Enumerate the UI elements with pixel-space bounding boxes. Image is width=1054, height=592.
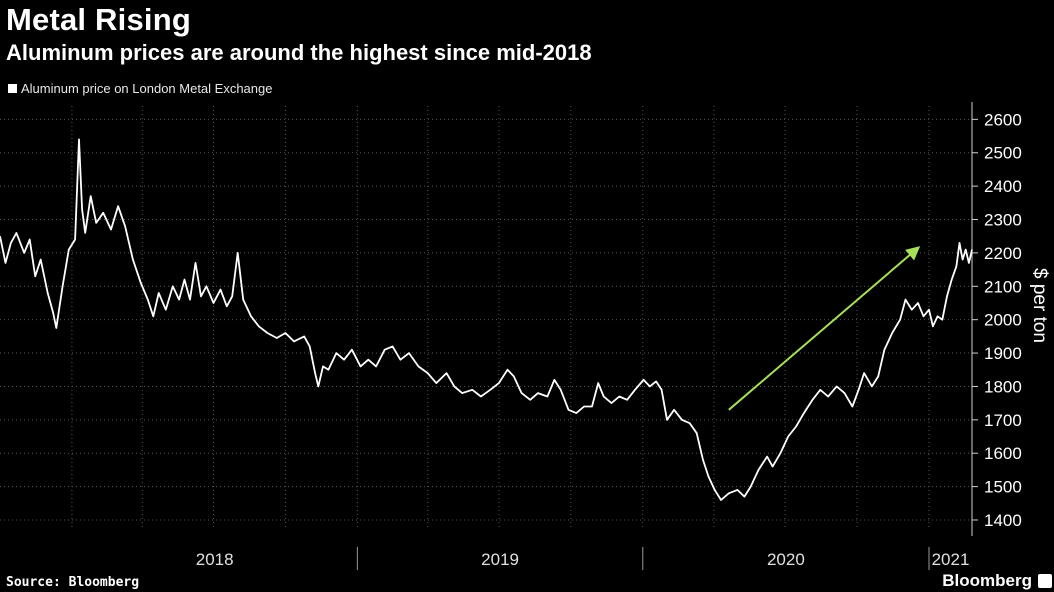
y-tick-label: 2600	[984, 110, 1022, 129]
x-tick-label: 2021	[932, 550, 970, 569]
y-tick-label: 1500	[984, 478, 1022, 497]
brand-label: Bloomberg	[942, 571, 1032, 590]
trend-arrow	[728, 246, 921, 411]
brand-icon	[1038, 574, 1052, 588]
annotation-layer	[728, 246, 921, 411]
price-line	[0, 138, 973, 501]
y-tick-label: 2500	[984, 144, 1022, 163]
source-note: Source: Bloomberg	[6, 575, 140, 590]
chart-title: Metal Rising	[6, 2, 191, 37]
legend-swatch	[8, 84, 17, 93]
y-tick-label: 2400	[984, 177, 1022, 196]
y-tick-label: 1400	[984, 511, 1022, 530]
x-tick-label: 2018	[196, 550, 234, 569]
y-tick-label: 2300	[984, 211, 1022, 230]
legend-label: Aluminum price on London Metal Exchange	[21, 81, 273, 96]
grid	[0, 106, 972, 530]
x-tick-label: 2020	[767, 550, 805, 569]
y-tick-label: 2200	[984, 244, 1022, 263]
y-tick-label: 1900	[984, 344, 1022, 363]
legend: Aluminum price on London Metal Exchange	[8, 81, 272, 96]
y-tick-label: 1800	[984, 377, 1022, 396]
y-tick-label: 1700	[984, 411, 1022, 430]
y-tick-label: 2000	[984, 311, 1022, 330]
y-tick-label: 1600	[984, 444, 1022, 463]
x-tick-label: 2019	[481, 550, 519, 569]
y-axis: 1400 1500 1600 1700 1800 1900 2000 2100 2200 2300…	[971, 102, 1050, 536]
x-axis: 2018 2019 2020 2021	[196, 547, 970, 570]
y-tick-label: 2100	[984, 277, 1022, 296]
chart-subtitle: Aluminum prices are around the highest s…	[6, 40, 592, 65]
y-axis-title: $ per ton	[1029, 268, 1050, 343]
series-layer	[0, 138, 973, 501]
